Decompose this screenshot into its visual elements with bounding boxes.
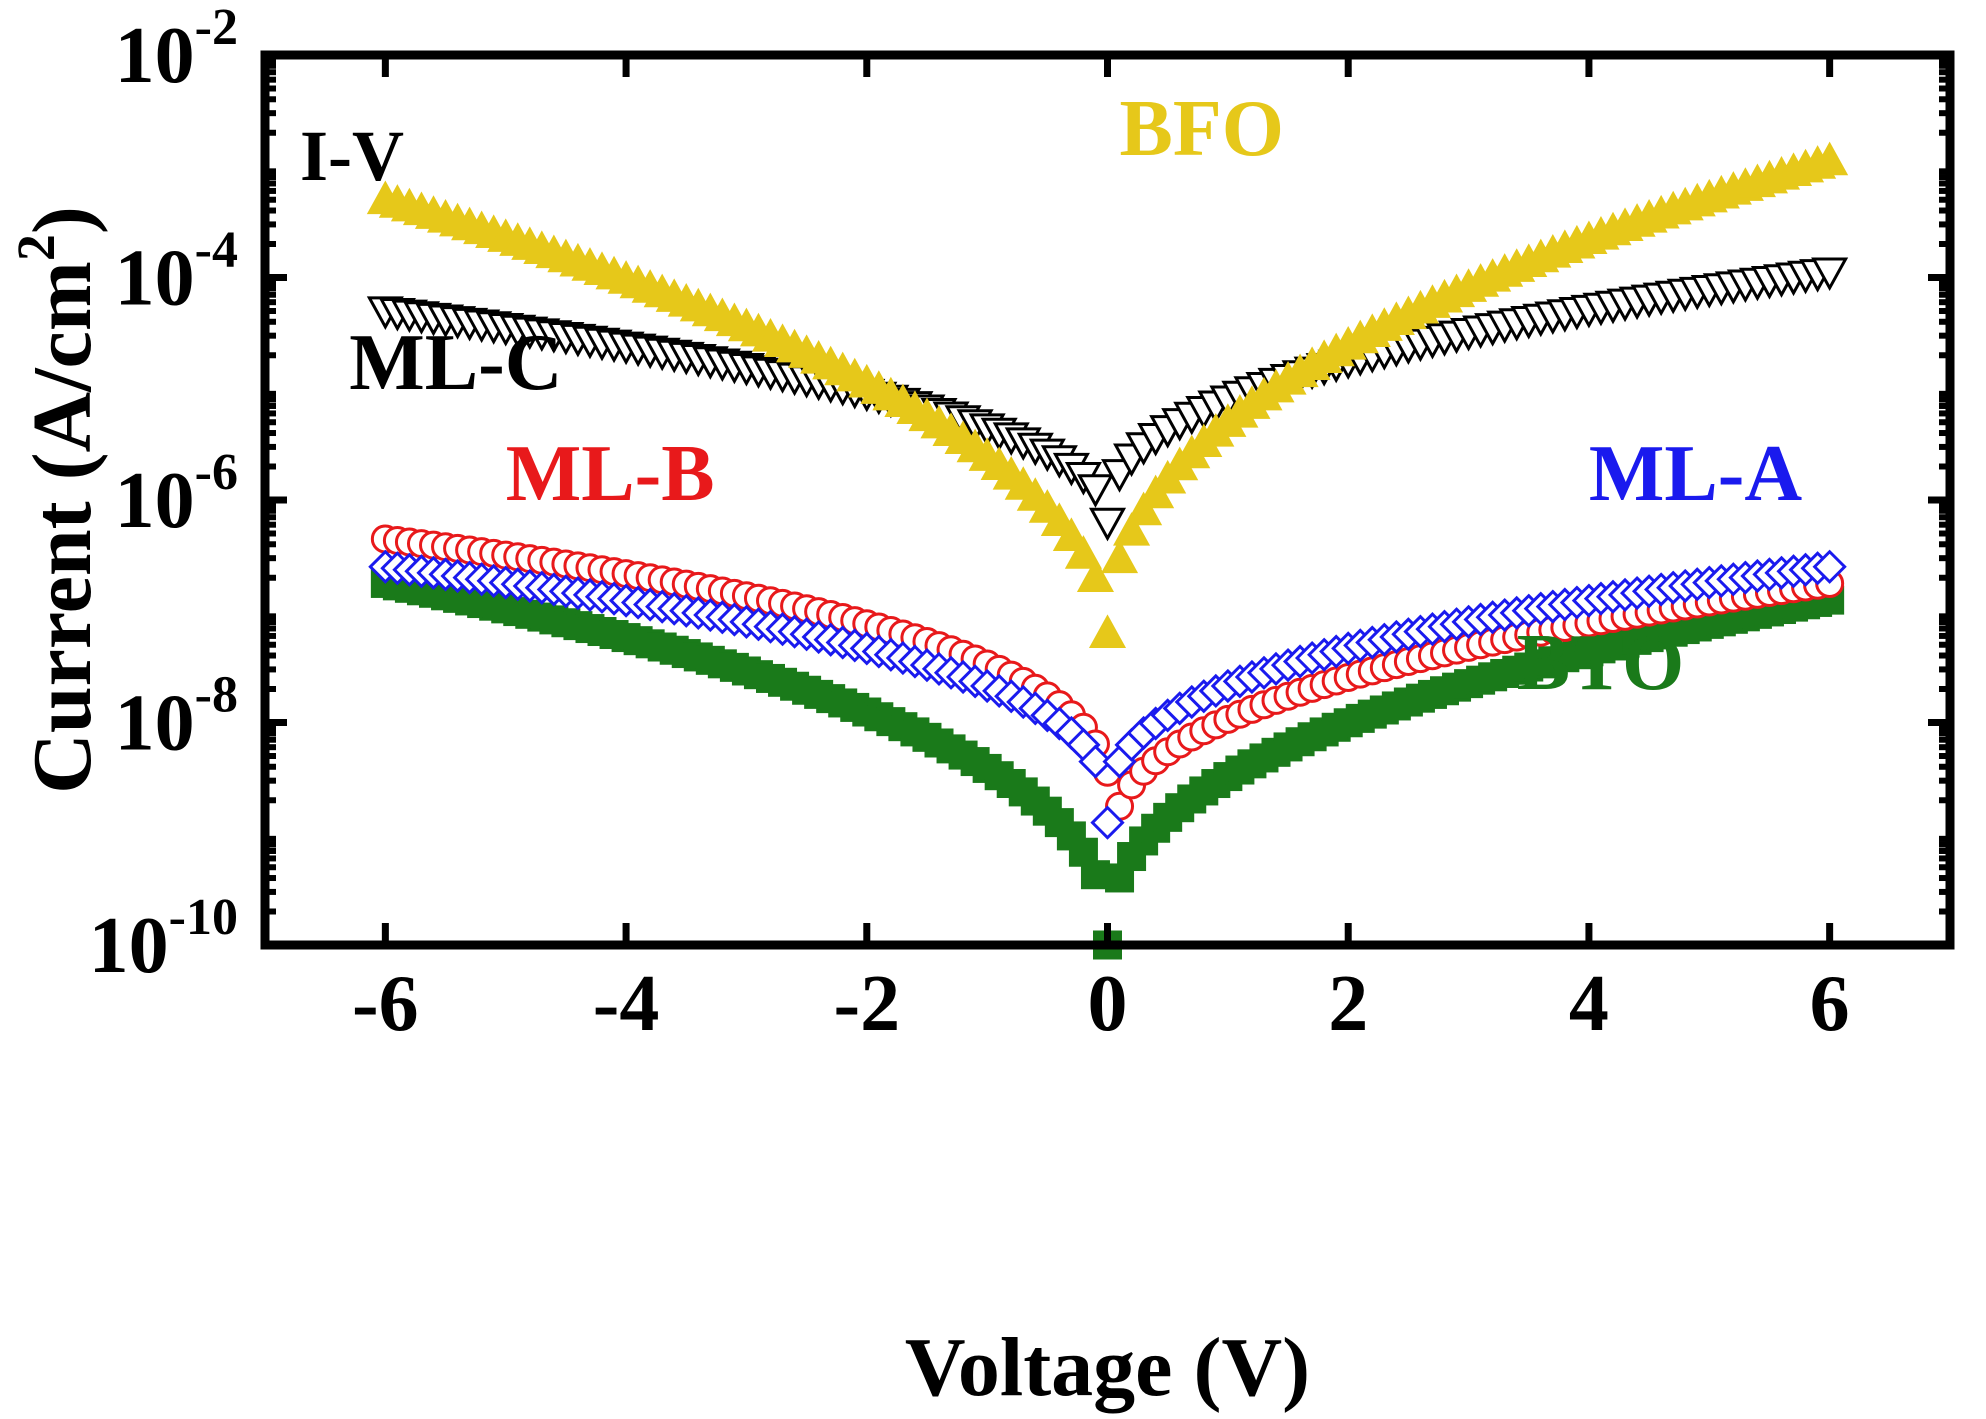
y-axis-label-main: Current (A/cm [16,261,109,794]
data-point-ml-a [1812,549,1847,584]
y-axis-label-sup: 2 [6,234,66,261]
series-label-ml-c: ML-C [349,319,562,407]
y-tick-label: 10-8 [115,667,238,768]
label-layer: I-V Voltage (V) Current (A/cm2) BFOML-CM… [6,85,1802,1414]
series-layer [366,141,1849,960]
panel-label: I-V [300,116,404,196]
data-point-bfo [1811,141,1849,176]
tick-layer: -6 -4 -2 0 2 4 6 10-2 10-4 10-6 10-8 10-10 [89,0,1950,1048]
data-point-bfo [1113,512,1151,546]
data-point-ml-a [1078,744,1113,779]
data-point-bfo [1100,539,1139,574]
y-tick-label: 10-6 [115,444,238,545]
x-tick-label: 6 [1810,960,1850,1048]
y-tick-label: 10-4 [115,222,238,323]
y-tick-label: 10-2 [115,0,238,100]
y-axis-label-close: ) [16,206,109,234]
series-label-bfo: BFO [1120,85,1284,173]
x-tick-label: 4 [1569,960,1609,1048]
data-point-bfo [1125,491,1163,526]
x-tick-label: -6 [352,960,419,1048]
data-point-bfo [1088,614,1127,648]
y-axis-label: Current (A/cm2) [6,206,109,794]
x-tick-label: -2 [833,960,900,1048]
x-tick-label: -4 [593,960,660,1048]
y-tick-label: 10-10 [89,889,238,990]
x-tick-label: 2 [1328,960,1368,1048]
data-point-ml-c [1811,257,1849,292]
data-point-ml-c [1076,474,1115,508]
data-point-ml-c [1088,507,1127,542]
data-point-ml-a [1090,805,1125,840]
series-label-ml-b: ML-B [506,430,715,518]
x-axis-label: Voltage (V) [905,1321,1310,1414]
series-label-bto: BTO [1517,619,1685,707]
x-tick-label: 0 [1088,960,1128,1048]
series-label-ml-a: ML-A [1589,430,1803,518]
data-point-bfo [1076,558,1115,592]
data-point-bfo [1052,517,1090,551]
data-point-bfo [1064,535,1102,569]
data-point-bto [1080,860,1110,890]
